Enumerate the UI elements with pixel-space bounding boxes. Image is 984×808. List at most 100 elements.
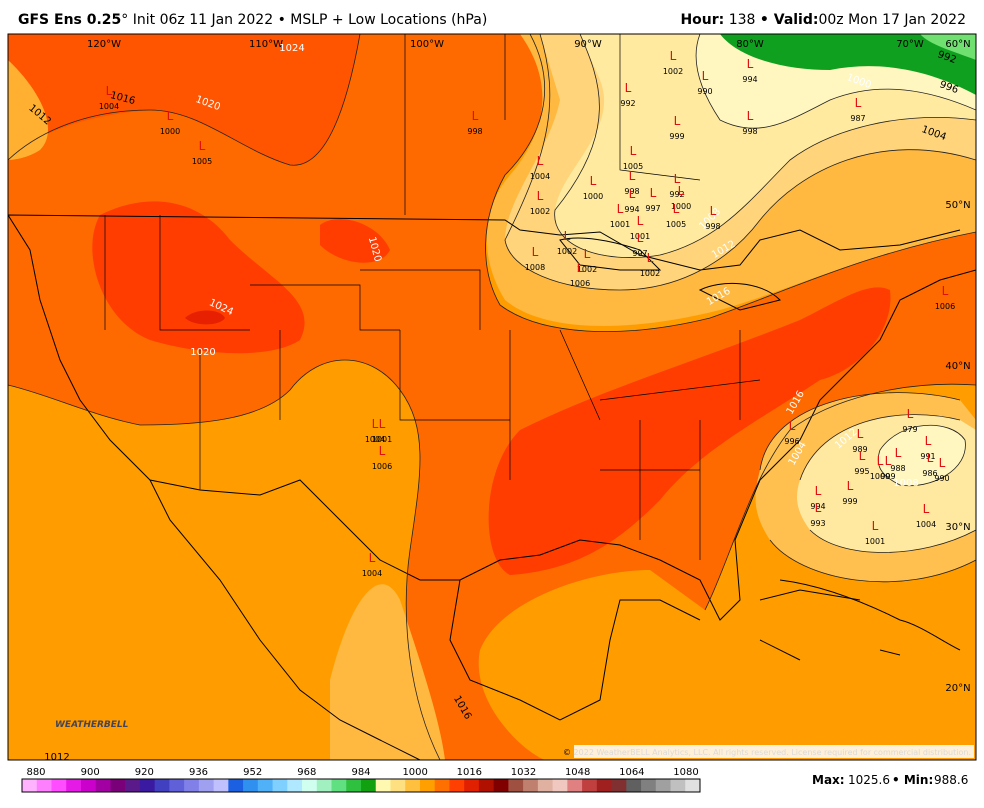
colorbar-swatch: [51, 779, 67, 792]
boundaries: [8, 34, 976, 760]
low-pressure: 999: [842, 497, 857, 506]
colorbar-tick-label: 1080: [673, 767, 698, 778]
colorbar-swatch: [154, 779, 170, 792]
islands: [759, 579, 961, 661]
low-pressure: 998: [624, 187, 639, 196]
low-pressure: 987: [850, 114, 865, 123]
colorbar-tick-label: 952: [243, 767, 262, 778]
colorbar-swatch: [95, 779, 111, 792]
low-symbol: L: [702, 69, 709, 83]
low-pressure: 999: [669, 132, 684, 141]
colorbar-swatch: [125, 779, 141, 792]
low-symbol: L: [673, 202, 680, 216]
colorbar-swatch: [611, 779, 627, 792]
min-label: • Min:: [892, 773, 933, 787]
low-symbol: L: [907, 407, 914, 421]
field-1012: [8, 60, 49, 160]
low-pressure: 994: [624, 205, 639, 214]
low-symbol: L: [590, 174, 597, 188]
low-symbol: L: [650, 186, 657, 200]
low-pressure: 1002: [557, 247, 577, 256]
colorbar-swatch: [36, 779, 52, 792]
logo: WEATHERBELL: [55, 720, 129, 730]
colorbar-swatch: [139, 779, 156, 792]
field-1008: [330, 584, 445, 760]
field-1024: [185, 310, 225, 325]
field-1000: [878, 425, 966, 486]
isobar-label: 1012: [44, 752, 69, 763]
longitude-label: 70°W: [896, 39, 924, 50]
valid-label: • Valid:: [759, 12, 819, 28]
state-lines: [104, 34, 761, 560]
low-pressure: 997: [632, 249, 647, 258]
colorbar-swatch: [243, 779, 259, 792]
isobar-label: 1020: [190, 347, 215, 358]
colorbar-swatch: [213, 779, 229, 792]
low-symbol: L: [923, 502, 930, 516]
low-pressure: 988: [890, 464, 905, 473]
map-frame: [7, 33, 977, 761]
low-symbol: L: [925, 434, 932, 448]
isobar: [759, 392, 976, 583]
low-pressure: 979: [902, 425, 917, 434]
colorbar-swatch: [198, 779, 215, 792]
valid: 00z Mon 17 Jan 2022: [818, 12, 966, 28]
colorbar: 880 900 920 936 952 968 984 1000 1016 1032 1048 106…: [21, 767, 968, 793]
hour: 138: [728, 12, 756, 28]
low-pressure: 992: [620, 99, 635, 108]
colorbar-swatch: [537, 779, 554, 792]
colorbar-tick-label: 984: [351, 767, 370, 778]
longitude-label: 100°W: [410, 39, 444, 50]
low-pressure: 1000: [160, 127, 180, 136]
lakes: [559, 237, 781, 311]
copyright-box: [574, 745, 974, 758]
low-symbol: L: [379, 417, 386, 431]
low-symbol: L: [564, 229, 571, 243]
low-symbol: L: [369, 551, 376, 565]
low-symbol: L: [617, 202, 624, 216]
low-symbol: L: [747, 57, 754, 71]
low-pressure: 990: [934, 474, 949, 483]
low-symbol: L: [670, 49, 677, 63]
low-pressure: 1005: [192, 157, 212, 166]
low-symbol: L: [584, 247, 591, 261]
colorbar-tick-label: 968: [297, 767, 316, 778]
low-pressure: 993: [810, 519, 825, 528]
low-pressure: 998: [742, 127, 757, 136]
low-symbol: L: [577, 261, 584, 275]
colorbar-swatch: [567, 779, 583, 792]
low-symbol: L: [855, 96, 862, 110]
header: GFS Ens 0.25° Init 06z 11 Jan 2022 • MSL…: [0, 0, 984, 34]
low-pressure: 994: [810, 502, 825, 511]
low-pressure: 1004: [99, 102, 119, 111]
colorbar-swatch: [641, 779, 657, 792]
low-pressure: 998: [705, 222, 720, 231]
colorbar-swatch: [331, 779, 347, 792]
low-symbol: L: [674, 172, 681, 186]
low-pressure: 1001: [630, 232, 650, 241]
isobar: [8, 34, 976, 760]
field-1016: [8, 34, 976, 760]
hour-label: Hour:: [680, 12, 725, 28]
min-value: 988.6: [934, 773, 968, 787]
colorbar-swatch: [523, 779, 539, 792]
colorbar-swatch: [419, 779, 436, 792]
isobars: [8, 34, 976, 760]
low-pressure: 1002: [640, 269, 660, 278]
isobar-label: 1008: [893, 478, 918, 489]
low-symbol: L: [630, 144, 637, 158]
low-symbol: L: [537, 154, 544, 168]
latitude-label: 50°N: [945, 200, 970, 211]
colorbar-swatch: [66, 779, 82, 792]
low-pressure: 995: [854, 467, 869, 476]
colorbar-swatch: [346, 779, 362, 792]
colorbar-swatch: [685, 779, 701, 792]
low-symbol: L: [106, 84, 113, 98]
field-1020: [8, 34, 360, 166]
low-symbol: L: [857, 427, 864, 441]
low-symbol: L: [942, 284, 949, 298]
colorbar-tick-label: 1016: [457, 767, 482, 778]
colorbar-swatch: [169, 779, 185, 792]
colorbar-swatch: [110, 779, 126, 792]
